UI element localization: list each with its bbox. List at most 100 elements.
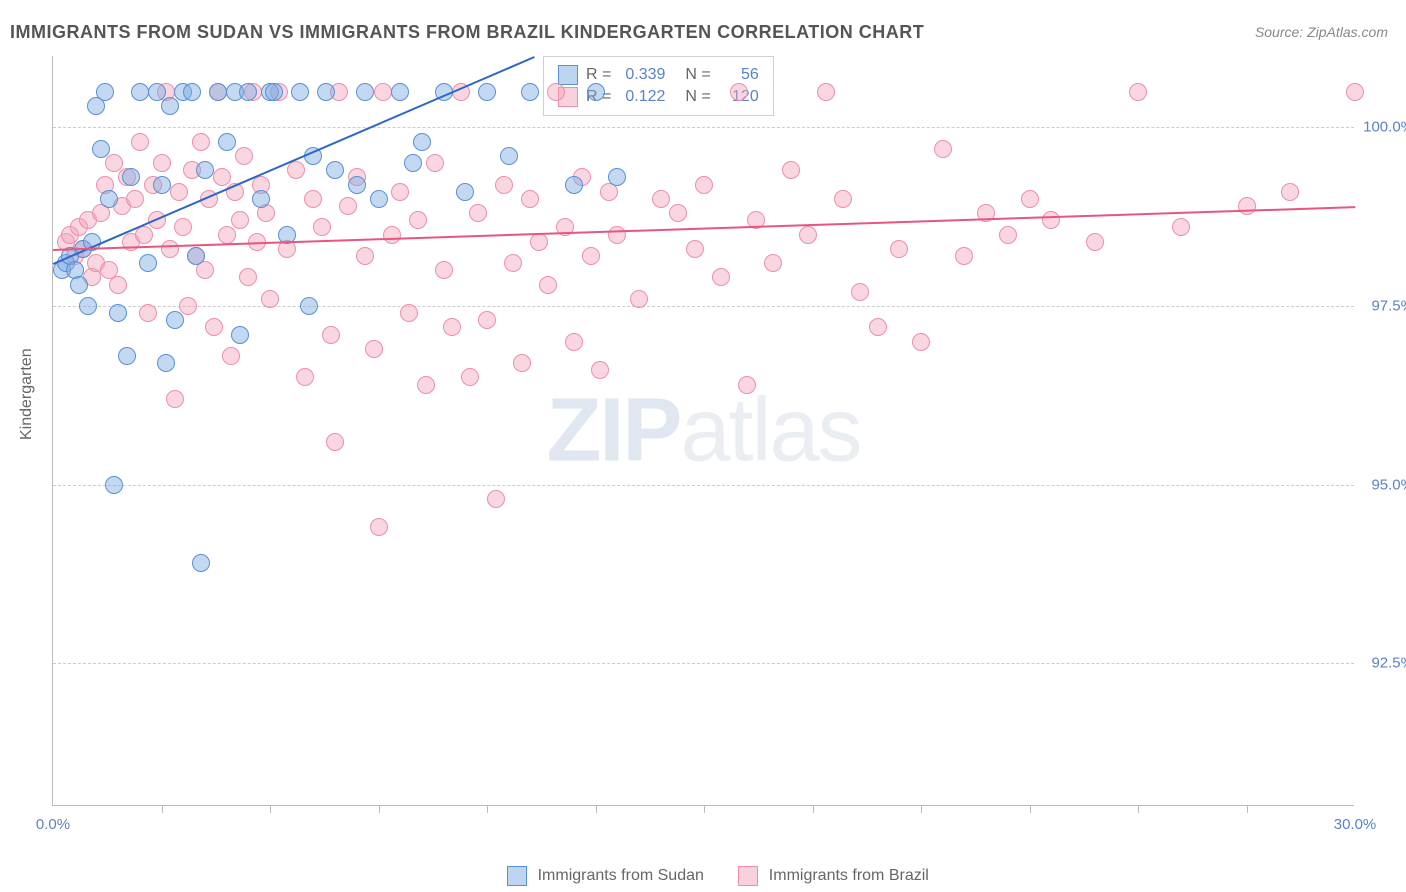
series-legend: Immigrants from Sudan Immigrants from Br…	[0, 866, 1406, 886]
scatter-point-sudan	[122, 168, 140, 186]
scatter-point-brazil	[469, 204, 487, 222]
scatter-point-sudan	[231, 326, 249, 344]
scatter-point-brazil	[608, 226, 626, 244]
scatter-point-sudan	[608, 168, 626, 186]
scatter-point-brazil	[591, 361, 609, 379]
gridline	[53, 127, 1354, 128]
y-tick-label: 97.5%	[1371, 298, 1406, 315]
scatter-point-brazil	[126, 190, 144, 208]
watermark: ZIPatlas	[546, 379, 860, 482]
scatter-point-sudan	[391, 83, 409, 101]
x-tick-minor	[921, 805, 922, 813]
scatter-point-brazil	[799, 226, 817, 244]
scatter-point-brazil	[139, 304, 157, 322]
scatter-point-brazil	[426, 154, 444, 172]
scatter-point-brazil	[231, 211, 249, 229]
x-tick-minor	[1138, 805, 1139, 813]
scatter-point-brazil	[890, 240, 908, 258]
scatter-point-brazil	[530, 233, 548, 251]
scatter-point-brazil	[370, 518, 388, 536]
scatter-point-brazil	[161, 240, 179, 258]
scatter-point-brazil	[1021, 190, 1039, 208]
scatter-point-sudan	[565, 176, 583, 194]
scatter-point-sudan	[252, 190, 270, 208]
x-tick-minor	[1030, 805, 1031, 813]
legend-swatch-sudan	[558, 65, 578, 85]
scatter-point-brazil	[417, 376, 435, 394]
scatter-point-sudan	[139, 254, 157, 272]
scatter-point-brazil	[547, 83, 565, 101]
scatter-point-brazil	[109, 276, 127, 294]
gridline	[53, 306, 1354, 307]
scatter-point-brazil	[565, 333, 583, 351]
scatter-point-sudan	[348, 176, 366, 194]
scatter-point-brazil	[365, 340, 383, 358]
scatter-point-brazil	[170, 183, 188, 201]
scatter-point-brazil	[669, 204, 687, 222]
scatter-point-sudan	[404, 154, 422, 172]
scatter-point-brazil	[261, 290, 279, 308]
scatter-point-brazil	[179, 297, 197, 315]
scatter-point-brazil	[205, 318, 223, 336]
scatter-point-sudan	[456, 183, 474, 201]
scatter-point-brazil	[391, 183, 409, 201]
scatter-plot: ZIPatlas R = 0.339 N = 56 R = 0.122 N = …	[52, 56, 1354, 806]
scatter-point-sudan	[161, 97, 179, 115]
x-tick-minor	[379, 805, 380, 813]
scatter-point-brazil	[782, 161, 800, 179]
scatter-point-brazil	[326, 433, 344, 451]
scatter-point-sudan	[209, 83, 227, 101]
scatter-point-brazil	[630, 290, 648, 308]
scatter-point-brazil	[166, 390, 184, 408]
scatter-point-sudan	[109, 304, 127, 322]
scatter-point-brazil	[504, 254, 522, 272]
x-tick-label: 30.0%	[1334, 816, 1377, 833]
x-tick-label: 0.0%	[36, 816, 70, 833]
y-tick-label: 92.5%	[1371, 655, 1406, 672]
scatter-point-brazil	[999, 226, 1017, 244]
scatter-point-sudan	[265, 83, 283, 101]
scatter-point-sudan	[153, 176, 171, 194]
scatter-point-brazil	[834, 190, 852, 208]
scatter-point-sudan	[92, 140, 110, 158]
scatter-point-sudan	[356, 83, 374, 101]
scatter-point-sudan	[70, 276, 88, 294]
scatter-point-sudan	[370, 190, 388, 208]
scatter-point-sudan	[79, 297, 97, 315]
x-tick-minor	[487, 805, 488, 813]
legend-label-brazil: Immigrants from Brazil	[769, 867, 929, 884]
scatter-point-sudan	[317, 83, 335, 101]
scatter-point-brazil	[105, 154, 123, 172]
scatter-point-brazil	[1281, 183, 1299, 201]
scatter-point-brazil	[652, 190, 670, 208]
scatter-point-brazil	[1086, 233, 1104, 251]
scatter-point-brazil	[287, 161, 305, 179]
scatter-point-brazil	[695, 176, 713, 194]
scatter-point-brazil	[239, 268, 257, 286]
scatter-point-brazil	[1172, 218, 1190, 236]
scatter-point-brazil	[686, 240, 704, 258]
scatter-point-brazil	[192, 133, 210, 151]
x-tick-minor	[162, 805, 163, 813]
scatter-point-brazil	[764, 254, 782, 272]
scatter-point-sudan	[300, 297, 318, 315]
scatter-point-sudan	[326, 161, 344, 179]
scatter-point-brazil	[1346, 83, 1364, 101]
legend-label-sudan: Immigrants from Sudan	[538, 867, 704, 884]
y-tick-label: 95.0%	[1371, 476, 1406, 493]
scatter-point-brazil	[738, 376, 756, 394]
scatter-point-brazil	[513, 354, 531, 372]
scatter-point-brazil	[487, 490, 505, 508]
scatter-point-brazil	[869, 318, 887, 336]
trend-line-brazil	[53, 206, 1355, 251]
scatter-point-sudan	[196, 161, 214, 179]
scatter-point-brazil	[495, 176, 513, 194]
scatter-point-sudan	[239, 83, 257, 101]
scatter-point-brazil	[539, 276, 557, 294]
scatter-point-brazil	[213, 168, 231, 186]
scatter-point-sudan	[413, 133, 431, 151]
chart-title: IMMIGRANTS FROM SUDAN VS IMMIGRANTS FROM…	[10, 22, 924, 43]
scatter-point-brazil	[1129, 83, 1147, 101]
scatter-point-brazil	[339, 197, 357, 215]
scatter-point-brazil	[478, 311, 496, 329]
